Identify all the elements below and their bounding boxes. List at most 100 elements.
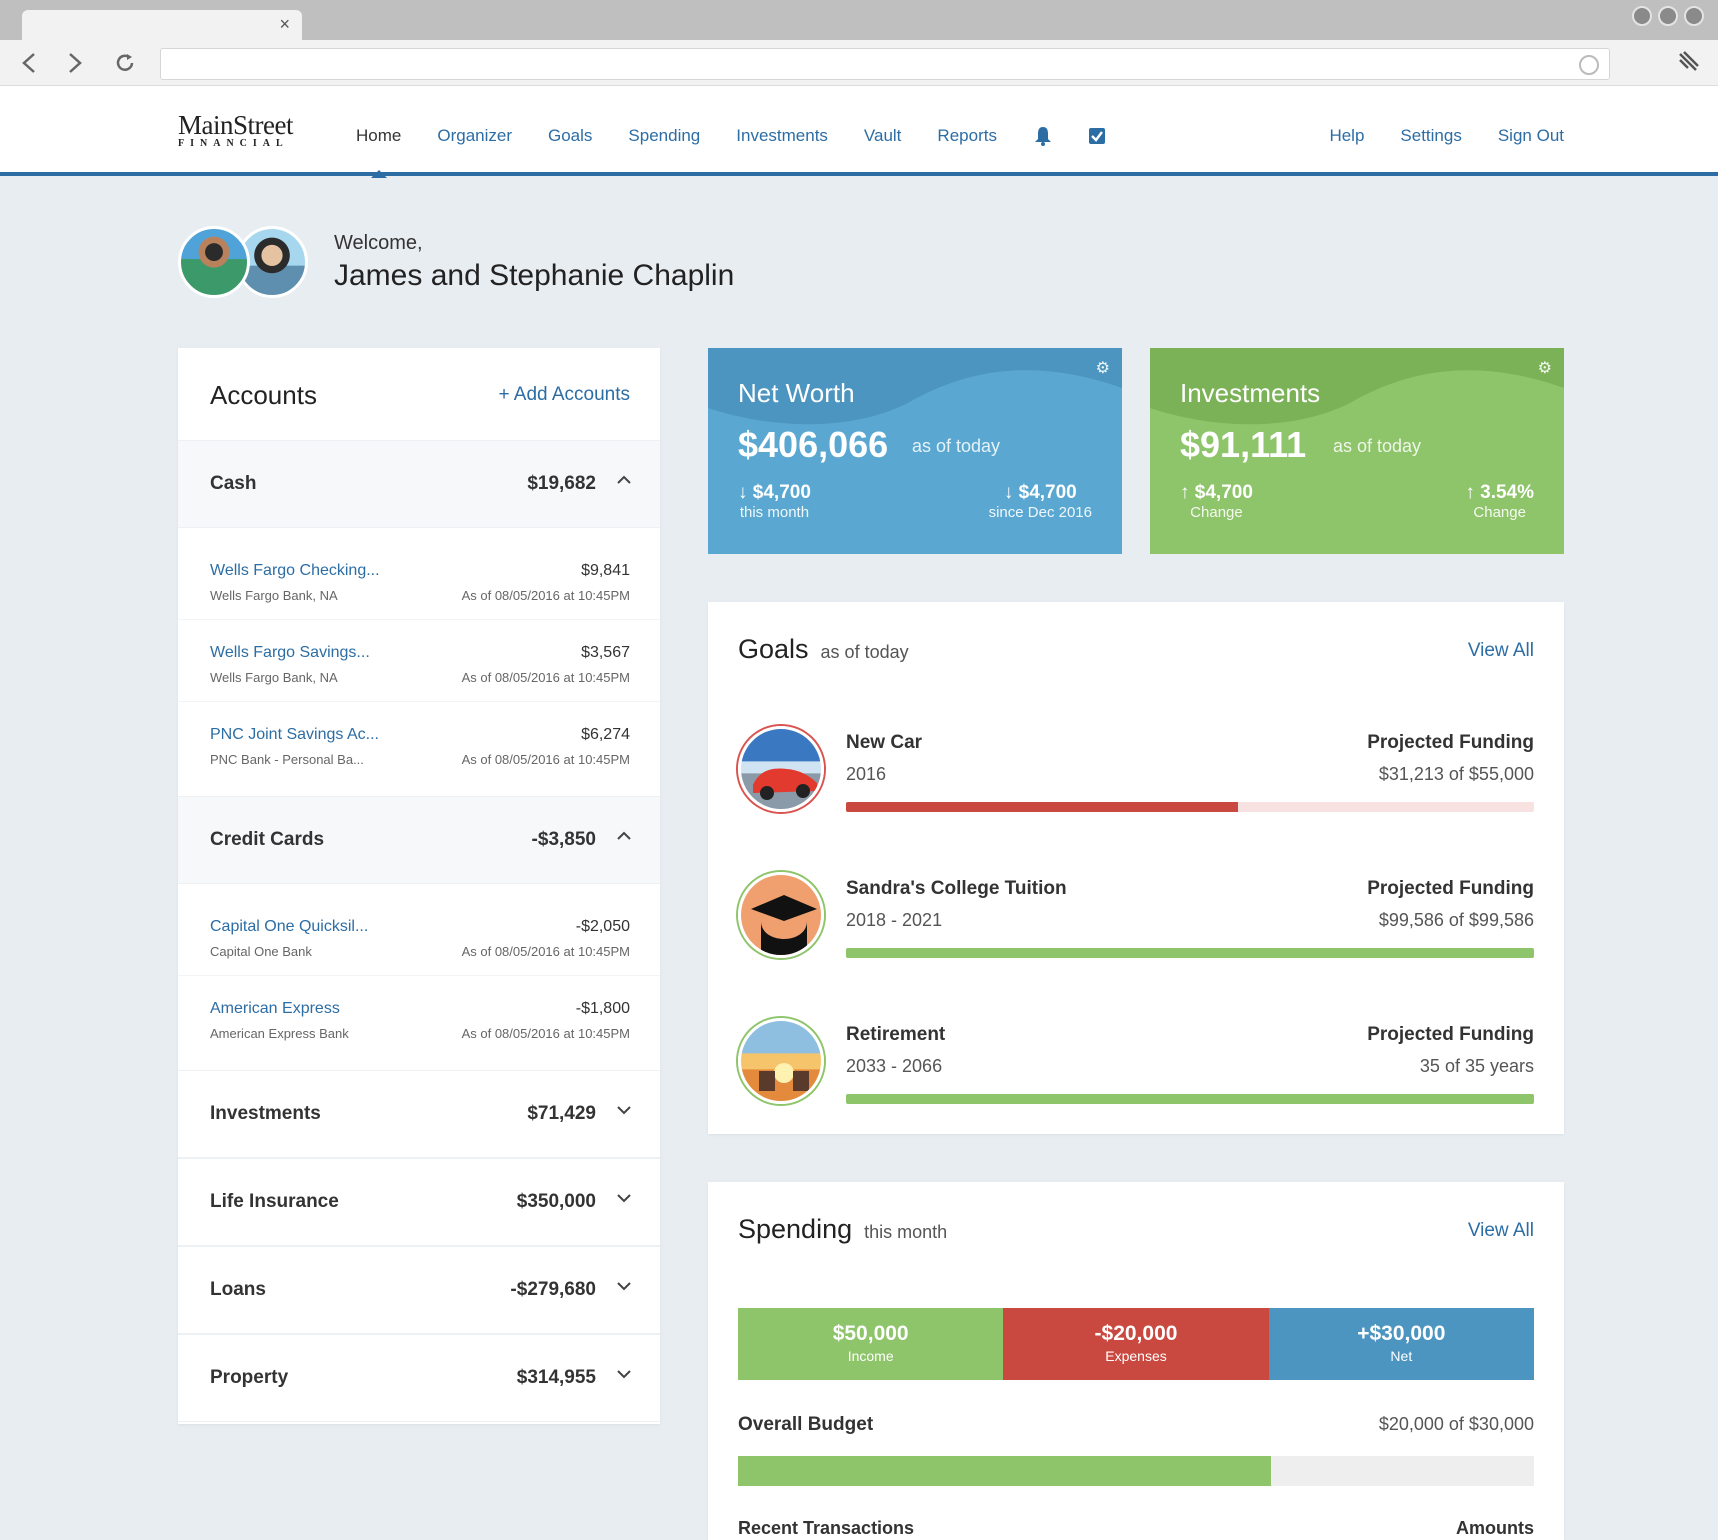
browser-toolbar [0,40,1718,86]
account-group-name: Investments [210,1103,321,1124]
stat-label: Change [1473,504,1526,521]
account-link[interactable]: PNC Joint Savings Ac... [210,726,379,743]
reload-icon[interactable] [110,48,140,78]
bell-icon[interactable] [1033,126,1053,146]
account-institution: American Express Bank [210,1026,349,1041]
account-link[interactable]: Wells Fargo Savings... [210,644,370,661]
account-as-of: As of 08/05/2016 at 10:45PM [461,1026,630,1041]
avatar[interactable] [178,226,250,298]
card-as-of: as of today [912,436,1001,456]
goal-car-image [738,726,824,812]
goal-name: Sandra's College Tuition [846,878,1067,899]
extension-icon[interactable] [1674,48,1704,78]
window-dot-icon[interactable] [1632,6,1652,26]
account-group-cash[interactable]: Cash $19,682 [178,440,660,528]
account-group-name: Loans [210,1279,266,1300]
account-group-name: Cash [210,473,257,494]
chevron-down-icon[interactable] [614,1363,634,1384]
nav-settings[interactable]: Settings [1400,126,1462,145]
account-amount: $6,274 [581,726,630,743]
account-amount: -$1,800 [575,1000,630,1017]
window-dot-icon[interactable] [1658,6,1678,26]
card-title: Investments [1180,378,1321,408]
checkbox-icon[interactable] [1087,126,1107,146]
address-bar[interactable] [160,48,1610,80]
nav-goals[interactable]: Goals [548,126,593,145]
net-worth-card[interactable]: ⚙ Net Worth $406,066 as of today ↓ $4,70… [708,348,1122,554]
chevron-up-icon[interactable] [614,469,634,490]
nav-help[interactable]: Help [1329,126,1365,145]
budget-label: Overall Budget [738,1414,874,1435]
nav-sign-out[interactable]: Sign Out [1497,126,1564,145]
income-segment[interactable]: $50,000 Income [738,1308,1004,1380]
card-stat-since: ↓ $4,700 since Dec 2016 [989,482,1092,521]
spending-view-all-link[interactable]: View All [1467,1220,1534,1241]
nav-investments[interactable]: Investments [736,126,828,145]
add-accounts-button[interactable]: + Add Accounts [498,384,630,405]
chevron-down-icon[interactable] [614,1099,634,1120]
arrow-up-icon: ↑ [1180,482,1190,503]
account-group-amount: $19,682 [527,473,596,494]
account-group-investments[interactable]: Investments $71,429 [178,1070,660,1158]
account-as-of: As of 08/05/2016 at 10:45PM [461,944,630,959]
account-institution: Wells Fargo Bank, NA [210,588,338,603]
chevron-up-icon[interactable] [614,825,634,846]
account-link[interactable]: Capital One Quicksil... [210,918,369,935]
arrow-up-icon: ↑ [1465,482,1475,503]
goal-years: 2016 [846,764,887,784]
account-group-loans[interactable]: Loans -$279,680 [178,1246,660,1334]
investments-card[interactable]: ⚙ Investments $91,111 as of today ↑ $4,7… [1150,348,1564,554]
goal-name: Retirement [846,1024,946,1045]
goal-funding-value: $99,586 of $99,586 [1378,910,1534,930]
panel-title-text: Spending [738,1214,853,1244]
account-item: Wells Fargo Checking... Wells Fargo Bank… [178,538,660,620]
nav-spending[interactable]: Spending [628,126,701,145]
goal-funding-value: 35 of 35 years [1419,1056,1534,1076]
nav-vault[interactable]: Vault [863,126,902,145]
gear-icon[interactable]: ⚙ [1537,360,1552,377]
globe-icon [1579,55,1599,75]
account-group-amount: $314,955 [516,1367,596,1388]
goal-funding-label: Projected Funding [1367,732,1534,753]
window-dot-icon[interactable] [1684,6,1704,26]
goal-graduation-image [738,872,824,958]
goal-item[interactable]: New Car 2016 Projected Funding $31,213 o… [738,726,1534,814]
card-as-of: as of today [1333,436,1422,456]
segment-label: Income [847,1348,894,1364]
goal-progress-bar [846,1094,1534,1104]
spending-panel: Spending this month View All $50,000 Inco… [708,1182,1564,1540]
budget-progress-fill [738,1456,1272,1486]
goal-item[interactable]: Retirement 2033 - 2066 Projected Funding… [738,1018,1534,1106]
nav-home[interactable]: Home [356,126,402,178]
account-group-life-insurance[interactable]: Life Insurance $350,000 [178,1158,660,1246]
forward-icon[interactable] [60,48,90,78]
nav-organizer[interactable]: Organizer [437,126,512,145]
chevron-down-icon[interactable] [614,1275,634,1296]
welcome-section: Welcome, James and Stephanie Chaplin [178,226,734,298]
budget-value: $20,000 of $30,000 [1378,1414,1534,1434]
account-group-name: Credit Cards [210,829,325,850]
stat-label: this month [739,504,810,521]
close-icon[interactable]: × [279,14,290,34]
back-icon[interactable] [14,48,44,78]
goal-item[interactable]: Sandra's College Tuition 2018 - 2021 Pro… [738,872,1534,960]
account-link[interactable]: Wells Fargo Checking... [210,562,380,579]
goals-view-all-link[interactable]: View All [1467,640,1534,661]
account-institution: PNC Bank - Personal Ba... [210,752,364,767]
card-title: Net Worth [738,378,855,408]
account-amount: -$2,050 [575,918,630,935]
account-group-credit-cards[interactable]: Credit Cards -$3,850 [178,796,660,884]
logo[interactable]: MainStreet FINANCIAL [178,112,293,150]
nav-reports[interactable]: Reports [937,126,997,145]
expenses-segment[interactable]: -$20,000 Expenses [1003,1308,1269,1380]
account-item: Capital One Quicksil... Capital One Bank… [178,894,660,976]
goal-progress-bar [846,802,1534,812]
stat-value: $4,700 [1194,482,1253,503]
net-segment[interactable]: +$30,000 Net [1268,1308,1534,1380]
chevron-down-icon[interactable] [614,1187,634,1208]
account-link[interactable]: American Express [210,1000,340,1017]
browser-tab[interactable]: × [22,10,302,40]
gear-icon[interactable]: ⚙ [1095,360,1110,377]
account-item: Wells Fargo Savings... Wells Fargo Bank,… [178,620,660,702]
account-group-property[interactable]: Property $314,955 [178,1334,660,1422]
